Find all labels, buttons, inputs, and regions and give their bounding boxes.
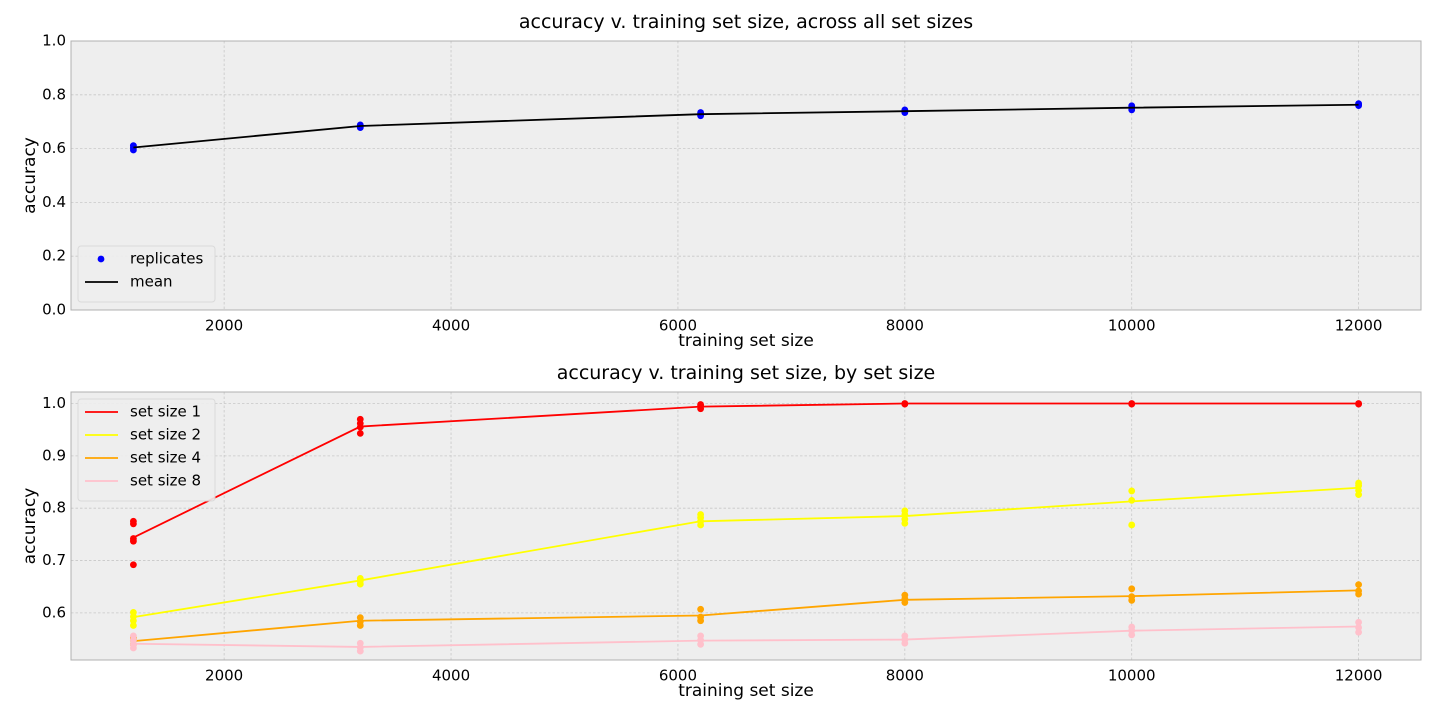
data-point [356, 614, 364, 622]
y-axis-label: accuracy [20, 488, 40, 565]
legend-label: set size 4 [130, 449, 201, 467]
data-point [1355, 479, 1363, 487]
legend-label: set size 8 [130, 472, 201, 490]
data-point [356, 121, 364, 129]
data-point [129, 622, 137, 629]
data-point [356, 429, 364, 437]
y-axis-label: accuracy [20, 137, 40, 214]
legend-label: mean [130, 273, 173, 291]
data-point [901, 106, 909, 114]
chart-panel-by-set-size: 2000 4000 6000 8000 10000 12000 0.6 0.7 0.8 0.9 1.… [20, 362, 1422, 701]
data-point [1355, 628, 1363, 636]
x-axis-label: training set size [678, 681, 814, 701]
data-point [697, 511, 705, 518]
data-point [697, 605, 705, 613]
series-set-size-2 [129, 479, 1363, 629]
data-point [1355, 100, 1363, 108]
y-tick-label: 0.8 [42, 85, 66, 103]
chart-title: accuracy v. training set size, by set si… [557, 362, 936, 384]
x-tick-label: 4000 [432, 317, 470, 335]
data-point [1128, 585, 1136, 593]
legend-item: set size 1 [85, 403, 201, 421]
y-tick-label: 0.6 [42, 139, 66, 157]
data-point [1355, 618, 1363, 626]
y-tick-label: 0.9 [42, 446, 66, 464]
x-tick-label: 2000 [205, 667, 243, 685]
plot-frame [70, 40, 1422, 311]
legend-item: set size 8 [85, 472, 201, 490]
legend-label: replicates [130, 250, 203, 268]
x-tick-label: 12000 [1335, 667, 1383, 685]
data-point [129, 517, 137, 525]
data-point [129, 561, 137, 569]
x-tick-label: 6000 [659, 317, 697, 335]
x-tick-label: 4000 [432, 667, 470, 685]
x-tick-label: 10000 [1108, 667, 1156, 685]
legend-item: set size 2 [85, 426, 201, 444]
chart-title: accuracy v. training set size, across al… [519, 11, 973, 33]
series-mean [133, 103, 1359, 149]
x-tick-label: 12000 [1335, 317, 1383, 335]
y-tick-label: 0.8 [42, 499, 66, 517]
data-point [356, 639, 364, 647]
chart-panel-overall: 2000 4000 6000 8000 10000 12000 0.0 0.2 0.4 0.6 0.… [20, 11, 1422, 351]
legend-box [77, 398, 216, 502]
plot-area [71, 41, 1421, 310]
y-tick-label: 1.0 [42, 32, 66, 50]
data-point [129, 608, 137, 616]
legend: set size 1 set size 2 set size 4 set size 8 [77, 398, 216, 502]
data-point [356, 415, 364, 423]
legend: replicates mean [77, 245, 216, 303]
x-tick-label: 6000 [659, 667, 697, 685]
data-point [901, 507, 909, 515]
plot-frame [70, 391, 1422, 661]
series-line [133, 103, 1359, 149]
series-line [133, 589, 1359, 643]
data-point [1355, 581, 1363, 589]
data-point [1128, 521, 1136, 529]
data-point [901, 632, 909, 640]
legend-label: set size 2 [130, 426, 201, 444]
y-tick-label: 0.6 [42, 603, 66, 621]
legend-item: mean [85, 273, 173, 291]
legend-marker [97, 255, 105, 263]
series-set-size-8 [129, 618, 1363, 655]
data-point [901, 515, 909, 523]
x-tick-label: 10000 [1108, 317, 1156, 335]
x-tick-label: 8000 [886, 317, 924, 335]
legend-item: replicates [97, 250, 203, 268]
data-point [1128, 487, 1136, 495]
plot-area [71, 392, 1421, 660]
legend-box [77, 245, 216, 303]
data-point [1128, 496, 1136, 504]
series-line [133, 625, 1359, 648]
series-line [133, 486, 1359, 618]
data-point [697, 632, 705, 640]
y-tick-label: 0.0 [42, 301, 66, 319]
y-tick-label: 0.2 [42, 247, 66, 265]
data-point [1128, 623, 1136, 631]
legend-label: set size 1 [130, 403, 201, 421]
y-tick-label: 1.0 [42, 394, 66, 412]
x-tick-label: 2000 [205, 317, 243, 335]
legend-item: set size 4 [85, 449, 201, 467]
data-point [129, 632, 137, 640]
series-set-size-4 [129, 581, 1363, 648]
y-tick-label: 0.7 [42, 551, 66, 569]
x-tick-label: 8000 [886, 667, 924, 685]
y-tick-label: 0.4 [42, 193, 66, 211]
series-line [132, 402, 1359, 539]
series-set-size-1 [129, 400, 1363, 569]
x-axis-label: training set size [678, 331, 814, 351]
data-point [901, 591, 909, 599]
